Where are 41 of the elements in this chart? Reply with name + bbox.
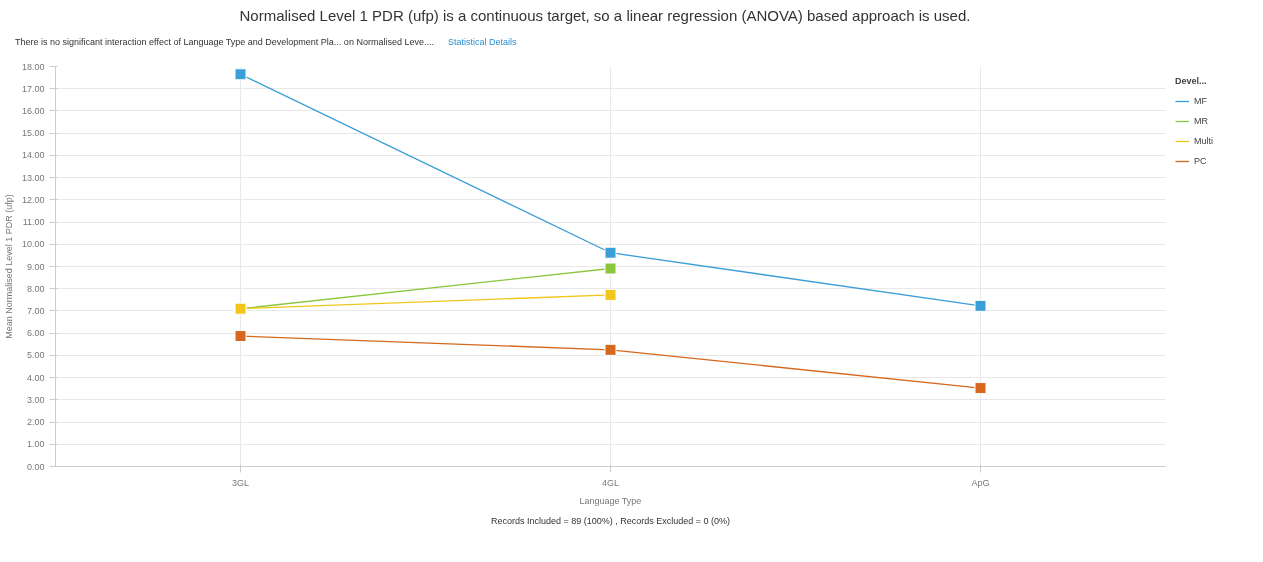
legend-label: Multi — [1194, 134, 1214, 147]
y-tick-label: 16.00 — [21, 105, 45, 116]
y-tick-label: 2.00 — [26, 416, 45, 427]
y-tick-label: 1.00 — [26, 438, 45, 449]
x-axis-title: Language Type — [579, 495, 642, 506]
legend-label: PC — [1194, 154, 1208, 167]
y-tick-label: 6.00 — [26, 327, 45, 338]
point — [604, 288, 617, 301]
annotation: Statistical Details — [447, 37, 517, 48]
point — [974, 381, 987, 394]
y-tick-label: 4.00 — [26, 372, 45, 383]
legend-label: MR — [1194, 114, 1209, 127]
text: Records Included = 89 (100%) , Records Excluded = 0 (0%) — [490, 515, 731, 526]
point — [604, 343, 617, 356]
y-tick-label: 10.00 — [21, 238, 45, 249]
point — [604, 262, 617, 275]
y-tick-label: 11.00 — [22, 216, 45, 227]
y-tick-label: 0.00 — [26, 461, 45, 472]
y-tick-label: 18.00 — [21, 61, 45, 72]
title: Normalised Level 1 PDR (ufp) is a continuous target, so a linear regression (ANOVA) based approach is used. — [238, 6, 972, 26]
y-tick-label: 9.00 — [26, 261, 45, 272]
y-axis-title: Mean Normalised Level 1 PDR (ufp) — [3, 193, 14, 339]
point — [234, 67, 247, 80]
y-tick-label: 5.00 — [26, 349, 45, 360]
point — [974, 299, 987, 312]
y-tick-label: 8.00 — [26, 283, 45, 294]
y-tick-label: 13.00 — [21, 172, 45, 183]
y-tick-label: 12.00 — [21, 194, 45, 205]
y-tick-label: 15.00 — [21, 127, 45, 138]
y-tick-label: 3.00 — [26, 394, 45, 405]
point — [604, 246, 617, 259]
x-tick-label: ApG — [971, 477, 990, 488]
point — [234, 329, 247, 342]
y-tick-label: 17.00 — [21, 83, 45, 94]
legend-title: Devel... — [1175, 75, 1208, 86]
x-tick-label: 3GL — [231, 477, 250, 488]
subtitle: There is no significant interaction effect of Language Type and Development Pla... on Normalised Leve.... — [15, 37, 434, 48]
y-tick-label: 14.00 — [21, 149, 45, 160]
legend-label: MF — [1194, 94, 1208, 107]
x-tick-label: 4GL — [601, 477, 620, 488]
y-tick-label: 7.00 — [26, 305, 45, 316]
